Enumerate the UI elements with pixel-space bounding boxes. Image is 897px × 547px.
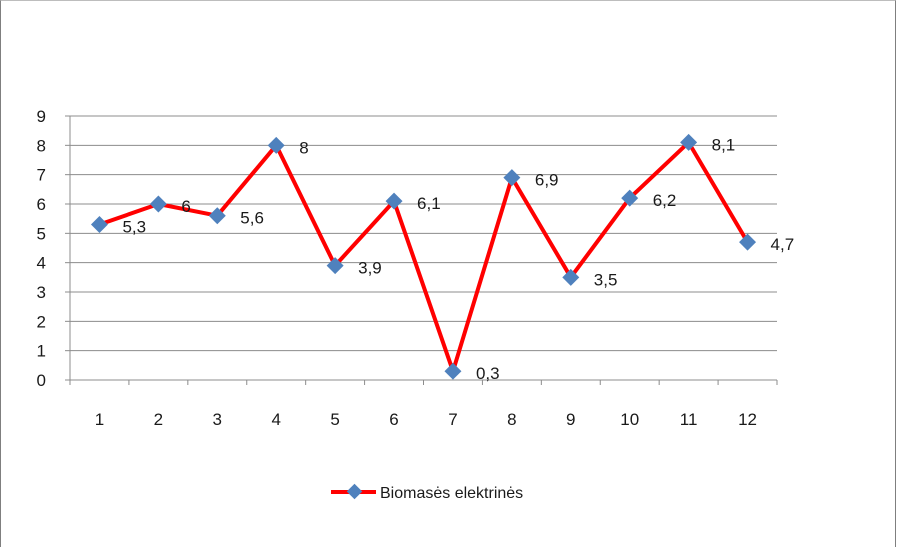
data-point-marker — [385, 192, 403, 210]
data-label: 8,1 — [712, 135, 736, 154]
x-tick-label: 11 — [680, 410, 698, 429]
legend: Biomasės elektrinės — [331, 483, 523, 502]
y-tick-label: 0 — [37, 371, 46, 390]
x-tick-label: 9 — [566, 410, 575, 429]
data-label: 0,3 — [476, 364, 500, 383]
data-label: 3,9 — [358, 259, 382, 278]
data-label: 6,2 — [653, 191, 677, 210]
y-tick-label: 6 — [37, 195, 46, 214]
data-point-marker — [326, 257, 344, 275]
data-label: 6 — [181, 197, 190, 216]
series-line — [97, 140, 750, 374]
x-tick-label: 12 — [738, 410, 757, 429]
data-point-marker — [208, 207, 226, 225]
y-tick-label: 1 — [37, 342, 46, 361]
data-label: 5,3 — [122, 218, 146, 237]
legend-marker-swatch — [346, 483, 363, 500]
y-tick-label: 7 — [37, 166, 46, 185]
data-point-marker — [562, 268, 580, 286]
x-axis-tick-labels: 1 2 3 4 5 6 7 8 9 10 11 12 — [95, 410, 757, 429]
data-point-marker — [621, 189, 639, 207]
x-tick-label: 4 — [271, 410, 280, 429]
y-tick-label: 2 — [37, 312, 46, 331]
x-tick-label: 5 — [330, 410, 339, 429]
data-label: 8 — [299, 138, 308, 157]
legend-label: Biomasės elektrinės — [380, 485, 523, 502]
data-point-marker — [444, 362, 462, 380]
x-tick-label: 3 — [213, 410, 222, 429]
x-tick-label: 1 — [95, 410, 104, 429]
data-labels: 5,3 6 5,6 8 3,9 6,1 0,3 6,9 3,5 6,2 8,1 4,7 — [122, 135, 794, 383]
data-label: 6,9 — [535, 171, 559, 190]
data-point-marker — [267, 136, 285, 154]
x-tick-label: 10 — [620, 410, 639, 429]
data-point-marker — [739, 233, 757, 251]
y-tick-label: 8 — [37, 136, 46, 155]
y-tick-label: 9 — [37, 107, 46, 126]
gridlines — [70, 115, 777, 352]
axes — [65, 115, 778, 385]
y-axis-tick-labels: 0 1 2 3 4 5 6 7 8 9 — [37, 107, 46, 390]
data-point-marker — [90, 216, 108, 234]
y-tick-label: 5 — [37, 224, 46, 243]
data-label: 4,7 — [771, 235, 795, 254]
data-point-marker — [503, 169, 521, 187]
x-tick-label: 7 — [448, 410, 457, 429]
x-tick-label: 6 — [389, 410, 398, 429]
y-tick-label: 4 — [37, 254, 46, 273]
data-label: 3,5 — [594, 270, 618, 289]
y-tick-label: 3 — [37, 283, 46, 302]
x-tick-label: 8 — [507, 410, 516, 429]
data-label: 6,1 — [417, 194, 441, 213]
data-point-marker — [680, 133, 698, 151]
series-layer — [90, 133, 757, 380]
data-label: 5,6 — [240, 209, 264, 228]
data-point-marker — [149, 195, 167, 213]
x-tick-label: 2 — [154, 410, 163, 429]
